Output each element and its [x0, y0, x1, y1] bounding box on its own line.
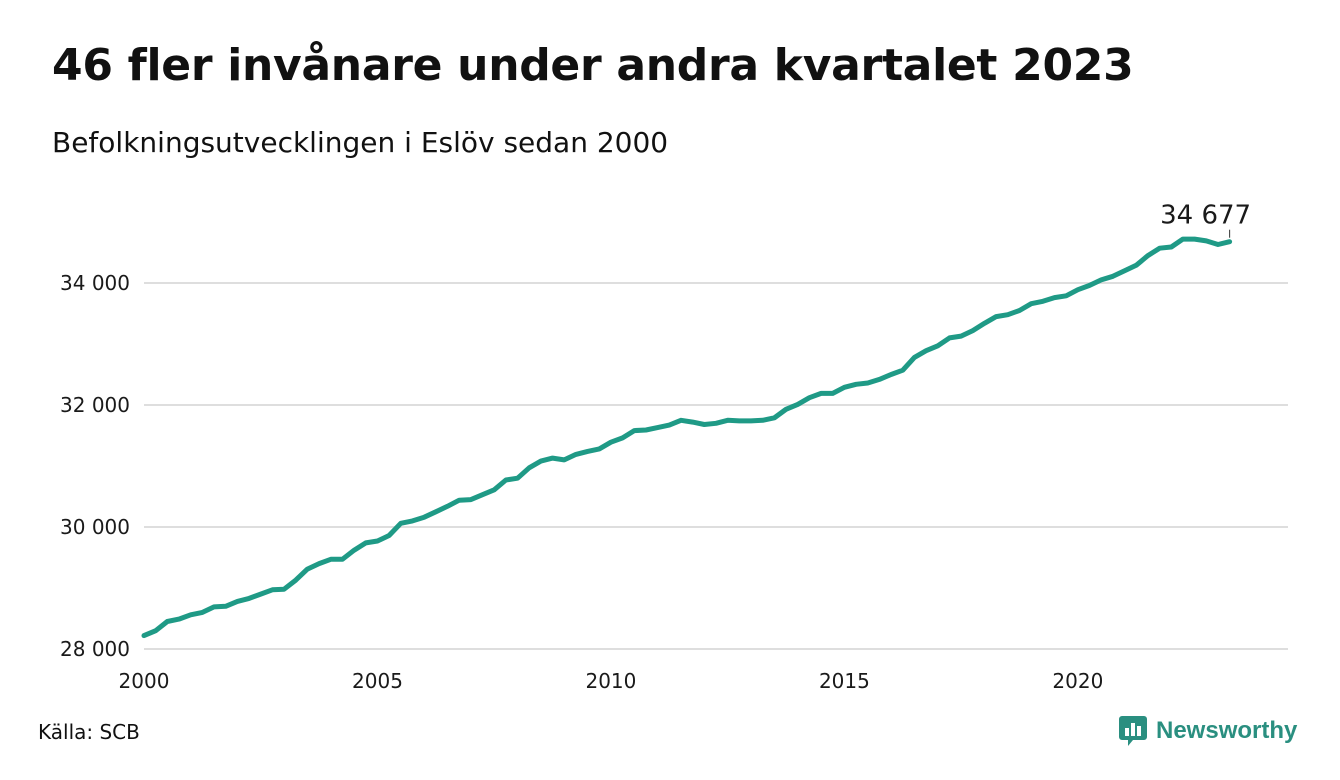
x-tick-label: 2000 [119, 669, 170, 693]
x-tick-label: 2005 [352, 669, 403, 693]
newsworthy-brand[interactable]: Newsworthy [1118, 714, 1297, 748]
brand-name: Newsworthy [1156, 717, 1298, 744]
newsworthy-logo-icon [1119, 716, 1147, 746]
x-tick-label: 2020 [1052, 669, 1103, 693]
x-axis-labels: 2000 2005 2010 2015 2020 [119, 669, 1104, 693]
chart-title: 46 fler invånare under andra kvartalet 2… [52, 40, 1134, 91]
grid-lines [144, 282, 1288, 650]
population-line [141, 236, 1233, 639]
y-tick-label: 30 000 [60, 515, 130, 539]
chart-subtitle: Befolkningsutvecklingen i Eslöv sedan 20… [52, 126, 669, 159]
y-tick-label: 34 000 [60, 271, 130, 295]
y-axis-labels: 28 000 30 000 32 000 34 000 [60, 271, 130, 661]
source-note: Källa: SCB [38, 720, 140, 744]
x-tick-label: 2015 [819, 669, 870, 693]
annotation-label: 34 677 [1160, 201, 1251, 231]
y-tick-label: 32 000 [60, 393, 130, 417]
x-tick-label: 2010 [585, 669, 636, 693]
y-tick-label: 28 000 [60, 637, 130, 661]
